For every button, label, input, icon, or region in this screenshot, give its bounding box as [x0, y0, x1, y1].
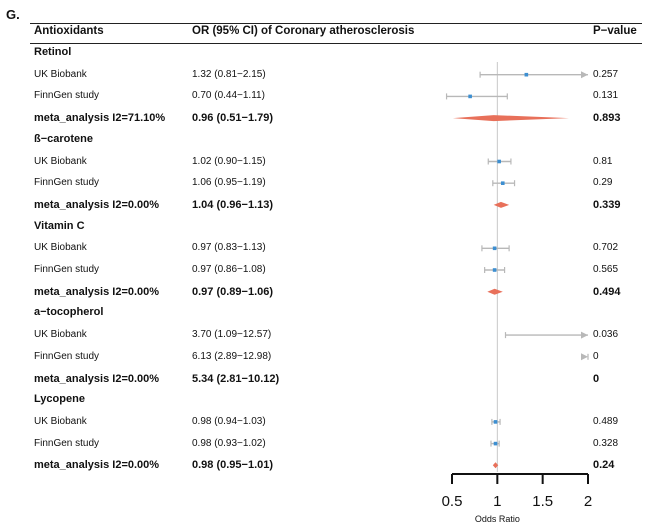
- group-title-0: Retinol: [34, 46, 72, 58]
- group-title-4: Lycopene: [34, 393, 85, 406]
- row-pvalue-3-2: 0: [593, 372, 600, 385]
- row-or-ci-3-2: 5.34 (2.81−10.12): [192, 372, 280, 385]
- x-tick-label-2: 1.5: [532, 493, 553, 510]
- row-pvalue-2-2: 0.494: [593, 285, 621, 298]
- row-pvalue-4-0: 0.489: [593, 415, 619, 427]
- row-or-ci-4-0: 0.98 (0.94−1.03): [192, 415, 266, 427]
- row-or-ci-1-1: 1.06 (0.95−1.19): [192, 177, 266, 189]
- row-label-0-2: meta_analysis I2=71.10%: [34, 112, 166, 125]
- meta-diamond-1-2: [493, 201, 510, 208]
- point-marker-1-0: [497, 159, 501, 164]
- ci-arrow-3-1: [581, 353, 588, 361]
- x-tick-label-3: 2: [584, 493, 592, 510]
- point-marker-1-1: [500, 181, 505, 185]
- row-label-2-1: FinnGen study: [34, 264, 100, 275]
- row-label-0-0: UK Biobank: [34, 68, 87, 80]
- meta-diamond-0-2: [452, 115, 569, 122]
- row-or-ci-3-0: 3.70 (1.09−12.57): [192, 329, 272, 341]
- row-or-ci-0-2: 0.96 (0.51−1.79): [192, 112, 274, 125]
- group-title-1: ß−carotene: [34, 132, 93, 145]
- row-or-ci-1-0: 1.02 (0.90−1.15): [192, 155, 266, 167]
- meta-diamond-4-2: [492, 462, 499, 469]
- row-label-4-2: meta_analysis I2=0.00%: [34, 459, 160, 472]
- row-label-1-2: meta_analysis I2=0.00%: [34, 198, 160, 211]
- row-label-2-2: meta_analysis I2=0.00%: [34, 285, 160, 298]
- point-marker-4-0: [493, 420, 498, 424]
- point-marker-2-1: [492, 268, 497, 272]
- group-title-2: Vitamin C: [34, 219, 85, 232]
- row-pvalue-0-0: 0.257: [593, 68, 619, 80]
- row-pvalue-3-1: 0: [593, 350, 599, 362]
- row-label-3-0: UK Biobank: [34, 329, 87, 341]
- row-pvalue-2-0: 0.702: [593, 242, 619, 254]
- row-pvalue-1-2: 0.339: [593, 198, 621, 211]
- header-antioxidants: Antioxidants: [34, 25, 104, 37]
- row-label-0-1: FinnGen study: [34, 90, 100, 102]
- header-or-ci: OR (95% CI) of Coronary atherosclerosis: [192, 25, 415, 37]
- row-or-ci-4-2: 0.98 (0.95−1.01): [192, 459, 274, 472]
- point-marker-0-1: [468, 94, 472, 99]
- row-or-ci-3-1: 6.13 (2.89−12.98): [192, 350, 272, 362]
- row-or-ci-1-2: 1.04 (0.96−1.13): [192, 198, 274, 211]
- row-or-ci-2-1: 0.97 (0.86−1.08): [192, 264, 266, 275]
- row-pvalue-4-2: 0.24: [593, 459, 615, 472]
- point-marker-4-1: [493, 441, 498, 446]
- header-top-rule: [30, 23, 642, 24]
- row-pvalue-0-2: 0.893: [593, 112, 621, 125]
- row-or-ci-2-2: 0.97 (0.89−1.06): [192, 285, 274, 298]
- x-axis-label: Odds Ratio: [475, 514, 520, 524]
- ci-arrow-3-0: [581, 331, 588, 339]
- x-tick-label-1: 1: [493, 493, 501, 510]
- row-pvalue-4-1: 0.328: [593, 437, 619, 449]
- row-pvalue-0-1: 0.131: [593, 90, 619, 102]
- row-label-2-0: UK Biobank: [34, 242, 87, 254]
- meta-diamond-2-2: [487, 288, 503, 295]
- ci-arrow-0-0: [581, 71, 588, 79]
- row-or-ci-0-1: 0.70 (0.44−1.11): [192, 90, 265, 102]
- header-pvalue: P−value: [593, 25, 637, 37]
- row-label-1-0: UK Biobank: [34, 155, 87, 167]
- row-or-ci-4-1: 0.98 (0.93−1.02): [192, 437, 266, 449]
- x-tick-label-0: 0.5: [442, 493, 463, 510]
- row-label-4-0: UK Biobank: [34, 415, 87, 427]
- row-or-ci-2-0: 0.97 (0.83−1.13): [192, 242, 266, 254]
- point-marker-0-0: [524, 72, 529, 77]
- row-label-3-1: FinnGen study: [34, 350, 100, 362]
- header-bottom-rule: [30, 43, 642, 44]
- row-pvalue-3-0: 0.036: [593, 329, 619, 341]
- row-pvalue-1-1: 0.29: [593, 177, 613, 189]
- group-title-3: a−tocopherol: [34, 306, 104, 319]
- row-pvalue-1-0: 0.81: [593, 155, 613, 167]
- panel-label: G.: [6, 7, 20, 22]
- point-marker-2-0: [492, 246, 497, 251]
- row-label-3-2: meta_analysis I2=0.00%: [34, 372, 160, 385]
- row-label-4-1: FinnGen study: [34, 437, 100, 449]
- row-or-ci-0-0: 1.32 (0.81−2.15): [192, 68, 266, 80]
- row-pvalue-2-1: 0.565: [593, 264, 619, 275]
- row-label-1-1: FinnGen study: [34, 177, 100, 189]
